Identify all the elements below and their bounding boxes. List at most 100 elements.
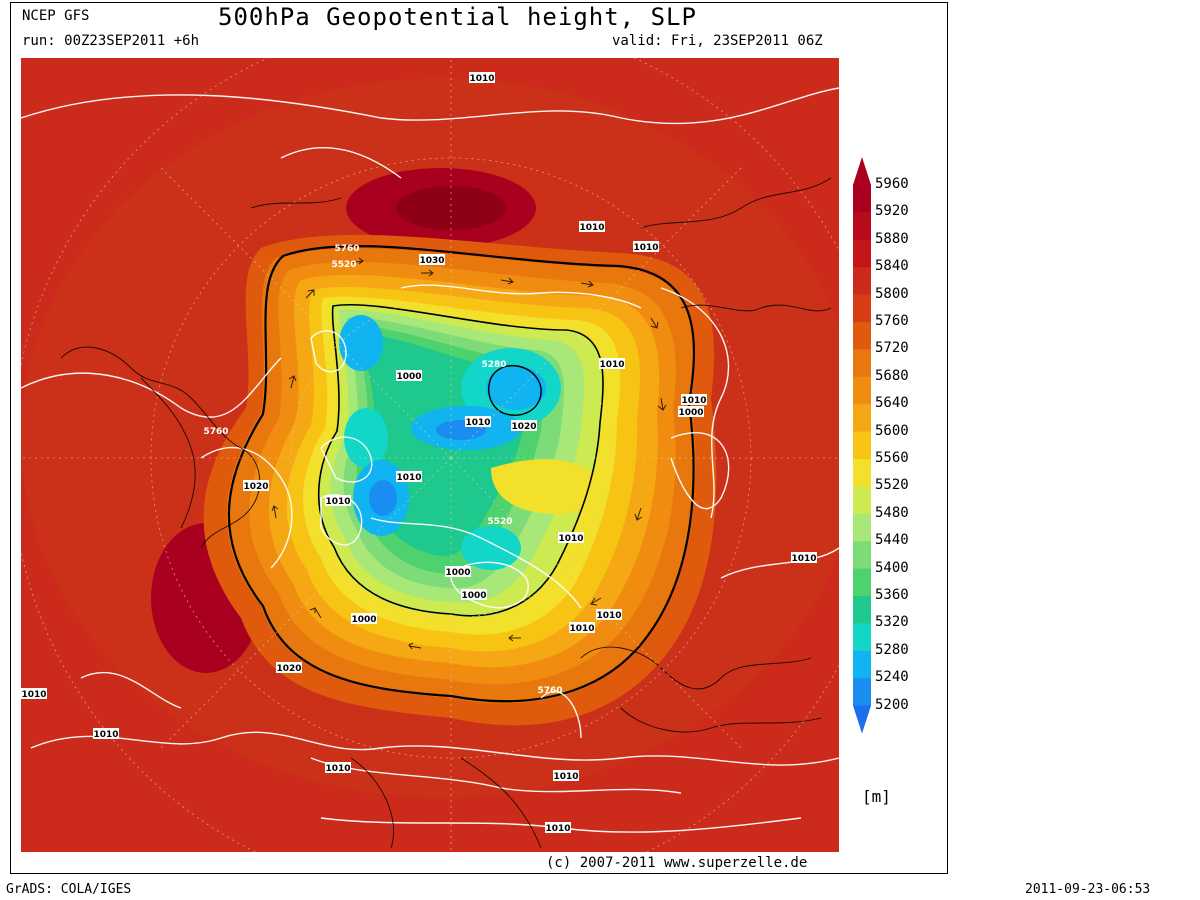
pressure-contour-label: 1010	[599, 360, 624, 370]
contour-label-bg	[276, 662, 302, 673]
colorbar-cell	[853, 678, 871, 707]
contour-5520-bold	[317, 303, 604, 617]
colorbar-level-label: 5200	[875, 696, 909, 713]
height-contour-label: 5520	[331, 260, 356, 270]
pressure-contour-label: 1010	[553, 772, 578, 782]
copyright-text: (c) 2007-2011 www.superzelle.de	[546, 855, 808, 871]
contour-label-bg	[558, 532, 584, 543]
colorbar-level-label: 5240	[875, 669, 909, 686]
low-center-4	[344, 408, 388, 468]
contour-label-bg	[579, 221, 605, 232]
pressure-contour-label: 1010	[596, 611, 621, 621]
height-contour-label: 5760	[203, 427, 228, 437]
colorbar-level-label: 5400	[875, 559, 909, 576]
colorbar-bottom-arrow	[853, 705, 871, 734]
colorbar-cell	[853, 596, 871, 624]
contour-label-bg	[243, 480, 269, 491]
colorbar-level-label: 5600	[875, 422, 909, 439]
colorbar-cell	[853, 486, 871, 515]
contour-label-bg	[596, 609, 622, 620]
colorbar-level-label: 5320	[875, 614, 909, 631]
contour-label-bg	[21, 688, 47, 699]
colorbar-level-label: 5840	[875, 258, 909, 275]
colorbar-cell	[853, 513, 871, 542]
contour-labels: 1010103010101010100010101020101010101000…	[21, 72, 817, 834]
pressure-contour-label: 1010	[569, 624, 594, 634]
wind-arrows	[271, 257, 667, 650]
pressure-contour-label: 1010	[633, 243, 658, 253]
coastlines	[60, 177, 832, 849]
pressure-contour-label: 1010	[545, 824, 570, 834]
low-center-1-inner	[486, 366, 546, 410]
contour-label-bg	[461, 589, 487, 600]
pressure-contour-label: 1000	[461, 591, 486, 601]
colorbar-level-label: 5920	[875, 203, 909, 220]
contour-label-bg	[569, 622, 595, 633]
colorbar-cell	[853, 294, 871, 323]
valid-time: valid: Fri, 23SEP2011 06Z	[612, 33, 823, 49]
run-info: run: 00Z23SEP2011 +6h	[22, 33, 200, 49]
pressure-contour-label: 1020	[243, 482, 268, 492]
pressure-contour-label: 1000	[351, 615, 376, 625]
colorbar-level-label: 5880	[875, 230, 909, 247]
height-contour-label: 5760	[537, 686, 562, 696]
colorbar-cell	[853, 404, 871, 433]
pressure-contour-label: 1010	[681, 396, 706, 406]
pressure-contour-label: 1020	[276, 664, 301, 674]
pressure-contour-label: 1000	[678, 408, 703, 418]
contour-5760-bold	[227, 245, 696, 703]
contour-label-bg	[325, 495, 351, 506]
colorbar-level-label: 5680	[875, 367, 909, 384]
pressure-contour-label: 1010	[325, 497, 350, 507]
contour-label-bg	[633, 241, 659, 252]
pressure-contour-label: 1000	[445, 568, 470, 578]
contour-label-bg	[93, 728, 119, 739]
high-center-north-inner	[396, 186, 506, 230]
contour-label-bg	[511, 420, 537, 431]
colorbar-top-arrow	[853, 157, 871, 185]
contour-label-bg	[465, 416, 491, 427]
contour-label-bg	[351, 613, 377, 624]
contour-label-bg	[545, 822, 571, 833]
colorbar-cell	[853, 650, 871, 679]
colorbar-cell	[853, 376, 871, 405]
render-timestamp: 2011-09-23-06:53	[1025, 882, 1151, 897]
pressure-contour-label: 1010	[465, 418, 490, 428]
contour-label-bg	[678, 406, 704, 417]
pressure-contour-label: 1010	[469, 74, 494, 84]
contour-label-bg	[553, 770, 579, 781]
pressure-contour-label: 1010	[558, 534, 583, 544]
colorbar	[853, 157, 871, 734]
colorbar-level-label: 5280	[875, 641, 909, 658]
pressure-contour-label: 1010	[791, 554, 816, 564]
contour-label-bg	[396, 471, 422, 482]
pressure-contour-label: 1000	[396, 372, 421, 382]
colorbar-level-label: 5560	[875, 450, 909, 466]
contour-label-bg	[396, 370, 422, 381]
contour-label-bg	[791, 552, 817, 563]
contour-label-bg	[419, 254, 445, 265]
colorbar-cell	[853, 267, 871, 296]
height-contour-label: 5520	[487, 517, 512, 527]
contour-5280	[488, 364, 542, 416]
pressure-contour-label: 1010	[325, 764, 350, 774]
colorbar-cell	[853, 212, 871, 241]
colorbar-level-label: 5440	[875, 532, 909, 549]
colorbar-cell	[853, 459, 871, 487]
low-center-3	[339, 315, 383, 371]
contour-label-bg	[681, 394, 707, 405]
pressure-contour-label: 1010	[93, 730, 118, 740]
colorbar-level-label: 5480	[875, 504, 909, 521]
colorbar-cell	[853, 541, 871, 570]
model-name: NCEP GFS	[22, 8, 90, 24]
colorbar-cell	[853, 185, 871, 213]
pressure-contour-label: 1010	[579, 223, 604, 233]
colorbar-cell	[853, 431, 871, 460]
colorbar-cell	[853, 322, 871, 350]
weather-map	[21, 58, 839, 852]
ridge-5560-intrusion	[491, 459, 599, 514]
graticule	[21, 58, 839, 852]
colorbar-level-label: 5720	[875, 340, 909, 357]
colorbar-level-label: 5520	[875, 477, 909, 494]
contour-label-bg	[469, 72, 495, 83]
